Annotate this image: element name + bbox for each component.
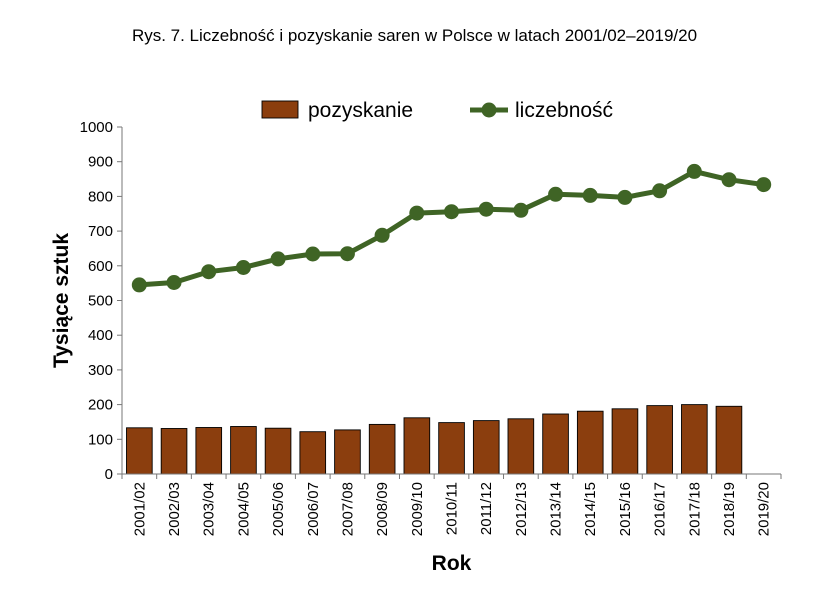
legend-label-pozyskanie: pozyskanie	[308, 99, 413, 122]
point-2007/08	[339, 246, 355, 262]
x-tick-label-2003/04: 2003/04	[201, 482, 218, 536]
y-tick-label-900: 900	[88, 154, 113, 171]
x-tick-label-2012/13: 2012/13	[513, 482, 530, 536]
point-2014/15	[582, 187, 598, 203]
y-tick-label-0: 0	[105, 466, 113, 483]
point-2003/04	[201, 264, 217, 280]
bar-2004/05	[230, 426, 257, 475]
point-2001/02	[131, 277, 147, 293]
x-tick-label-2002/03: 2002/03	[166, 482, 183, 536]
bar-2016/17	[646, 405, 673, 475]
point-2017/18	[686, 163, 702, 179]
x-axis-title: Rok	[432, 552, 472, 575]
bars-layer	[126, 404, 743, 475]
x-tick-label-2011/12: 2011/12	[478, 482, 495, 535]
x-tick-label-2006/07: 2006/07	[305, 482, 322, 536]
point-2013/14	[548, 186, 564, 202]
bar-2008/09	[368, 423, 396, 475]
chart-title: Rys. 7. Liczebność i pozyskanie saren w …	[131, 26, 698, 45]
point-2006/07	[305, 246, 321, 262]
point-2019/20	[756, 177, 772, 193]
x-tick-label-2013/14: 2013/14	[548, 482, 565, 536]
point-2018/19	[721, 172, 737, 188]
point-2011/12	[478, 201, 494, 217]
bar-2003/04	[195, 427, 223, 475]
legend: pozyskanie liczebność	[261, 99, 613, 122]
axes-layer	[117, 126, 782, 479]
y-tick-label-100: 100	[88, 431, 113, 448]
bar-2017/18	[681, 404, 708, 475]
x-tick-label-2009/10: 2009/10	[409, 482, 426, 536]
y-tick-label-200: 200	[88, 397, 113, 414]
bar-2014/15	[576, 410, 604, 475]
y-tick-label-1000: 1000	[80, 119, 113, 136]
bar-2006/07	[299, 431, 327, 475]
y-tick-label-800: 800	[88, 188, 113, 205]
bar-2012/13	[507, 418, 535, 475]
line-layer	[131, 163, 772, 293]
bar-2002/03	[160, 428, 188, 475]
legend-marker-liczebnosc	[481, 102, 497, 118]
y-tick-label-700: 700	[88, 223, 113, 240]
point-2016/17	[652, 183, 668, 199]
point-2009/10	[409, 205, 425, 221]
x-tick-label-2008/09: 2008/09	[374, 482, 391, 536]
y-tick-label-500: 500	[88, 293, 113, 310]
bar-2013/14	[542, 413, 569, 475]
point-2004/05	[235, 260, 251, 275]
bar-2011/12	[472, 420, 500, 475]
x-tick-label-2016/17: 2016/17	[652, 482, 669, 536]
bar-2001/02	[126, 427, 153, 475]
point-2010/11	[444, 204, 459, 220]
x-tick-label-2019/20: 2019/20	[756, 482, 773, 536]
x-tick-label-2007/08: 2007/08	[339, 482, 356, 536]
x-tick-label-2001/02: 2001/02	[131, 482, 148, 536]
y-tick-label-600: 600	[88, 258, 113, 275]
x-tick-label-2018/19: 2018/19	[721, 482, 738, 536]
point-2002/03	[166, 275, 182, 290]
x-tick-label-2015/16: 2015/16	[617, 482, 634, 536]
x-tick-label-2005/06: 2005/06	[270, 482, 287, 536]
y-axis-title: Tysiące sztuk	[50, 233, 73, 368]
bar-2007/08	[334, 429, 361, 475]
x-tick-label-2014/15: 2014/15	[582, 482, 599, 536]
x-tick-label-2004/05: 2004/05	[235, 482, 252, 536]
point-2008/09	[374, 227, 390, 243]
point-2012/13	[513, 202, 529, 218]
bar-2005/06	[264, 427, 292, 475]
bar-2009/10	[403, 417, 431, 475]
x-tick-label-2017/18: 2017/18	[686, 482, 703, 536]
bar-2010/11	[438, 422, 465, 475]
point-2015/16	[617, 189, 633, 205]
point-2005/06	[270, 251, 286, 267]
labels-layer: 0 100 200 300 400 500 600 700 800 900 1000 2001/02 2…	[50, 119, 773, 575]
legend-label-liczebnosc: liczebność	[515, 99, 613, 122]
legend-swatch-pozyskanie	[261, 100, 299, 119]
x-tick-label-2010/11: 2010/11	[444, 482, 461, 535]
bar-2015/16	[611, 408, 639, 475]
y-tick-label-300: 300	[88, 362, 113, 379]
y-tick-label-400: 400	[88, 327, 113, 344]
line-liczebnosc	[139, 168, 765, 288]
bar-2018/19	[715, 405, 743, 475]
